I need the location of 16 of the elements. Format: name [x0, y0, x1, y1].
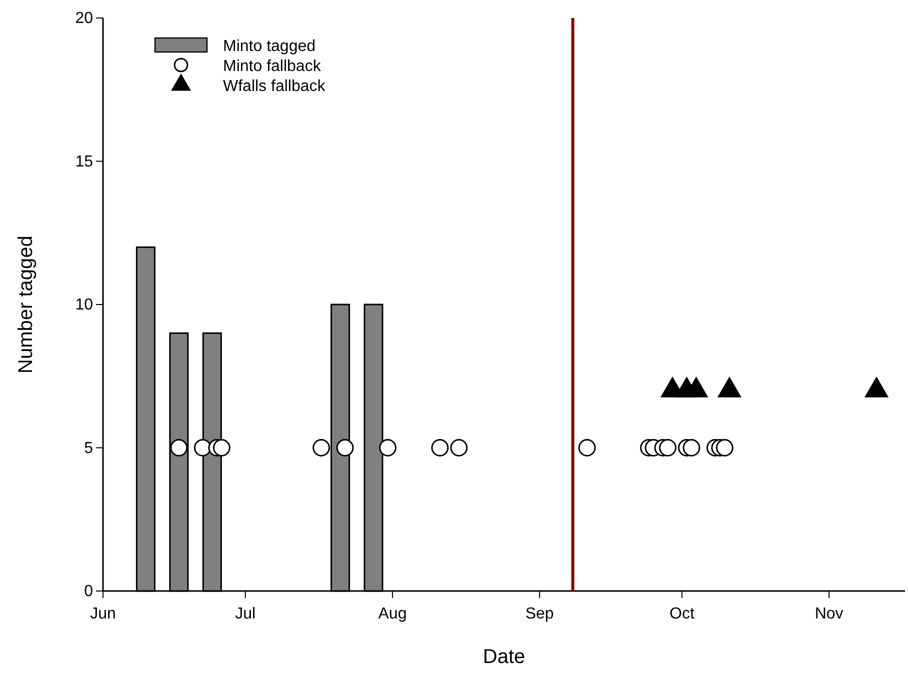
- y-tick-label: 0: [84, 583, 94, 600]
- legend-label: Minto tagged: [223, 38, 316, 55]
- y-tick-label: 10: [75, 296, 94, 314]
- x-tick-label: Nov: [814, 606, 844, 623]
- legend-label: Minto fallback: [223, 58, 322, 75]
- x-tick-label: Jun: [90, 606, 116, 623]
- y-tick-label: 5: [84, 440, 94, 457]
- x-tick-label: Jul: [235, 606, 256, 623]
- y-tick-label: 20: [75, 10, 94, 28]
- x-axis-title: Date: [482, 646, 526, 668]
- x-tick-label: Oct: [670, 606, 695, 623]
- y-axis-title: Number tagged: [15, 236, 37, 374]
- x-tick-label: Sep: [525, 606, 554, 623]
- x-tick-label: Aug: [378, 606, 407, 623]
- y-tick-label: 15: [75, 153, 94, 170]
- legend-label: Wfalls fallback: [223, 78, 326, 95]
